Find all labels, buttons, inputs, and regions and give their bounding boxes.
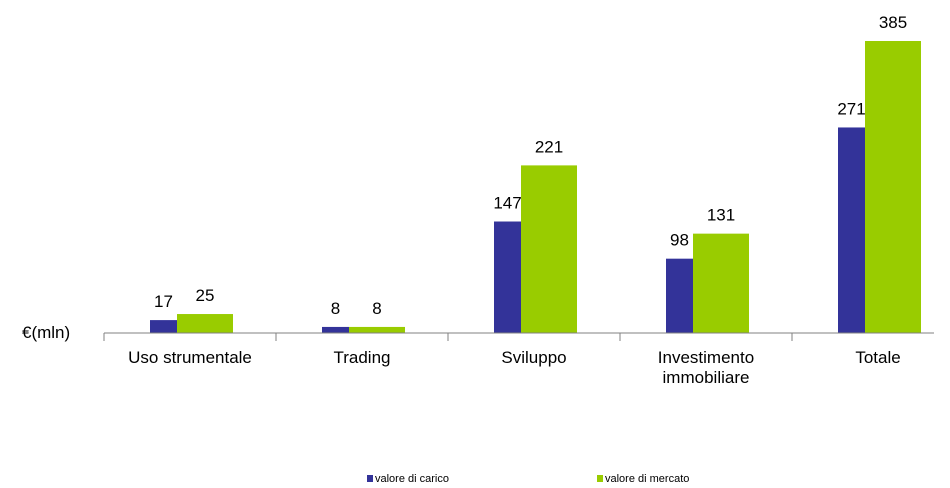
bar-mercato bbox=[693, 233, 749, 333]
bar-mercato bbox=[865, 41, 921, 333]
legend-label: valore di carico bbox=[375, 473, 449, 485]
x-axis-ticks bbox=[103, 333, 793, 341]
legend-swatch bbox=[597, 475, 603, 482]
bar-value-label: 8 bbox=[372, 299, 381, 318]
bar-value-label: 221 bbox=[535, 137, 563, 156]
bar-value-label: 8 bbox=[331, 299, 340, 318]
bar-carico bbox=[666, 258, 693, 333]
bar-mercato bbox=[521, 165, 577, 333]
category-label: Trading bbox=[333, 348, 390, 367]
legend-swatch bbox=[367, 475, 373, 482]
bars-layer bbox=[150, 41, 921, 333]
category-label: Investimento bbox=[658, 348, 754, 367]
legend-item: valore di carico bbox=[367, 473, 449, 485]
legend: valore di carico valore di mercato bbox=[367, 473, 689, 485]
bar-carico bbox=[494, 221, 521, 333]
category-label: Uso strumentale bbox=[128, 348, 252, 367]
bar-carico bbox=[150, 320, 177, 333]
bar-mercato bbox=[349, 326, 405, 333]
category-label: immobiliare bbox=[663, 368, 750, 387]
category-label: Sviluppo bbox=[501, 348, 566, 367]
bar-carico bbox=[838, 127, 865, 333]
bar-value-label: 385 bbox=[879, 13, 907, 32]
unit-label: €(mln) bbox=[22, 323, 70, 342]
bar-value-label: 17 bbox=[154, 292, 173, 311]
bar-mercato bbox=[177, 314, 233, 333]
bar-carico bbox=[322, 326, 349, 333]
legend-item: valore di mercato bbox=[597, 473, 689, 485]
category-labels-layer: Uso strumentale Trading Sviluppo Investimen… bbox=[128, 348, 901, 387]
bar-value-label: 25 bbox=[196, 286, 215, 305]
bar-value-label: 131 bbox=[707, 206, 735, 225]
bar-value-label: 271 bbox=[837, 99, 865, 118]
bar-value-label: 98 bbox=[670, 231, 689, 250]
category-label: Totale bbox=[855, 348, 900, 367]
bar-value-label: 147 bbox=[493, 194, 521, 213]
legend-label: valore di mercato bbox=[605, 473, 689, 485]
value-labels-layer: 17 25 8 8 147 221 98 131 271 385 bbox=[154, 13, 907, 318]
